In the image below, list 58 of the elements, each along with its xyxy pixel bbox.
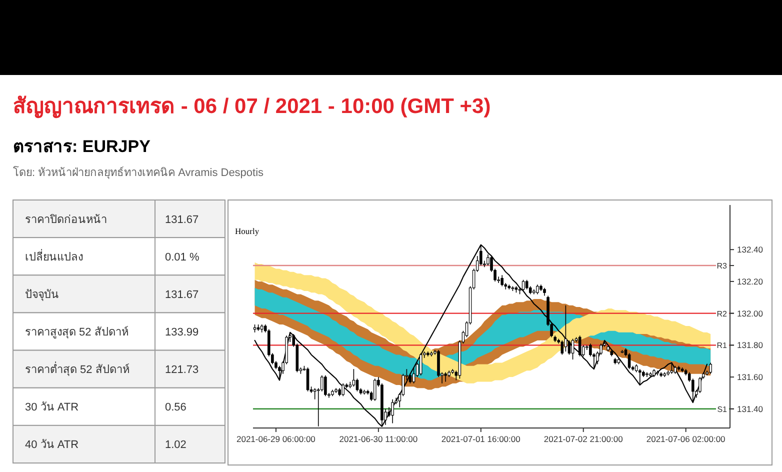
candlestick xyxy=(578,335,582,357)
candlestick xyxy=(306,367,310,392)
text: 1.02 xyxy=(165,439,186,452)
candlestick xyxy=(628,352,631,370)
y-tick-label: 132.00 xyxy=(737,308,764,318)
category-label: เปลี่ยนแปลง xyxy=(25,248,83,264)
category-label: ราคาปิดก่อนหน้า xyxy=(25,214,107,226)
x-tick-label: 2021-07-01 16:00:00 xyxy=(441,434,521,444)
candlestick xyxy=(278,365,281,381)
ref-line-label: S1 xyxy=(717,404,728,414)
candlestick xyxy=(536,284,539,295)
y-tick-label: 132.20 xyxy=(737,276,764,286)
annotation: Hourly xyxy=(235,226,260,236)
x-tick-label: 2021-07-06 02:00:00 xyxy=(646,434,726,444)
category-label: 40 วัน ATR xyxy=(25,439,79,452)
y-tick-label: 131.60 xyxy=(737,372,764,382)
candlestick xyxy=(419,352,422,376)
candlestick xyxy=(352,368,356,387)
text: โดย: หัวหน้าฝ่ายกลยุทธ์ทางเทคนิค Avramis Despotis xyxy=(13,165,264,179)
x-tick-label: 2021-07-02 21:00:00 xyxy=(544,434,624,444)
category-label: ราคาต่ำสุด 52 สัปดาห์ xyxy=(25,361,130,376)
text: 131.67 xyxy=(165,288,199,301)
y-tick-label: 132.40 xyxy=(737,244,764,255)
text: 133.99 xyxy=(165,326,199,338)
candlestick xyxy=(571,338,574,360)
category-label: ราคาสูงสุด 52 สัปดาห์ xyxy=(25,326,128,338)
text: 131.67 xyxy=(165,214,199,226)
x-tick-label: 2021-06-29 06:00:00 xyxy=(236,434,316,444)
ref-line-label: R2 xyxy=(716,309,728,318)
text: ตราสาร: EURJPY xyxy=(13,137,152,156)
text: 0.56 xyxy=(165,402,186,414)
text: 121.73 xyxy=(165,364,199,376)
text: สัญญาณการเทรด - 06 / 07 / 2021 - 10:00 (GMT +3) xyxy=(13,95,491,119)
candlestick xyxy=(374,378,376,402)
ref-line-label: R3 xyxy=(716,262,728,271)
candlestick xyxy=(500,274,504,287)
text: 0.01 % xyxy=(165,251,200,264)
category-label: 30 วัน ATR xyxy=(25,402,79,414)
candlestick xyxy=(525,279,528,290)
candlestick xyxy=(522,279,525,292)
candlestick xyxy=(564,304,568,352)
candlestick xyxy=(444,372,447,382)
candlestick xyxy=(698,376,702,394)
y-tick-label: 131.80 xyxy=(737,340,764,350)
candlestick xyxy=(408,373,412,384)
line-series xyxy=(254,244,708,427)
candlestick xyxy=(342,383,344,397)
y-tick-label: 131.40 xyxy=(737,404,764,414)
candlestick xyxy=(568,340,571,356)
candlestick xyxy=(324,375,327,397)
category-label: ปัจจุบัน xyxy=(25,288,59,301)
candlestick xyxy=(656,370,659,376)
x-tick-label: 2021-06-30 11:00:00 xyxy=(339,434,418,444)
ref-line-label: R1 xyxy=(716,341,728,350)
candlestick xyxy=(412,367,416,384)
candlestick xyxy=(560,340,564,356)
candlestick xyxy=(638,368,642,386)
candlestick xyxy=(391,398,394,424)
